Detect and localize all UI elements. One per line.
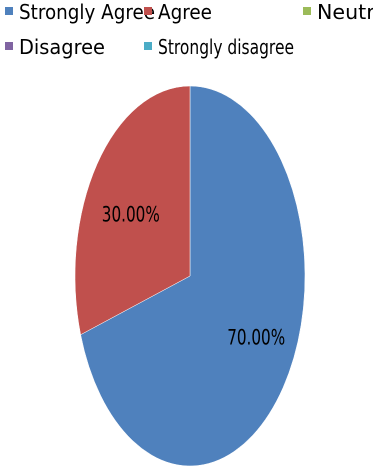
data-labels: 70.00% 30.00%: [102, 203, 285, 350]
legend-item-neutral: Neutral: [303, 0, 373, 24]
legend-item-disagree: Disagree: [5, 35, 105, 59]
data-label-strongly-agree: 70.00%: [227, 325, 285, 349]
legend-label-strongly-agree: Strongly Agree: [19, 0, 155, 24]
legend-swatch-neutral: [303, 7, 311, 15]
legend-label-strongly-disagree: Strongly disagree: [158, 35, 294, 59]
legend-item-strongly-agree: Strongly Agree: [5, 0, 155, 24]
legend-swatch-agree: [144, 7, 152, 15]
data-label-agree: 30.00%: [102, 203, 160, 227]
legend-item-agree: Agree: [144, 0, 212, 24]
legend-swatch-disagree: [5, 42, 13, 50]
legend-label-neutral: Neutral: [317, 0, 373, 24]
legend-swatch-strongly-disagree: [144, 42, 152, 50]
pie-slice-agree: [74, 85, 191, 336]
legend-item-strongly-disagree: Strongly disagree: [144, 35, 294, 59]
legend-label-agree: Agree: [158, 0, 212, 24]
pie-slice-strongly-agree: [80, 85, 306, 466]
legend-label-disagree: Disagree: [19, 35, 105, 59]
pie-slices: [74, 85, 306, 466]
legend-swatch-strongly-agree: [5, 7, 13, 15]
